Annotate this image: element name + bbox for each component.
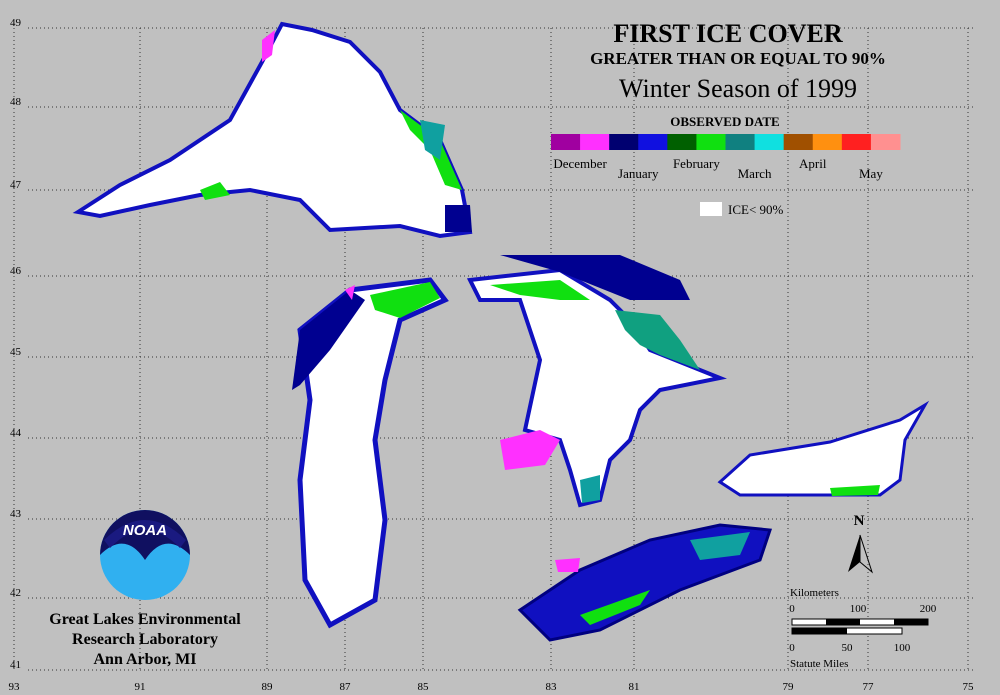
ice-patch xyxy=(292,290,365,390)
ice-patch xyxy=(370,282,440,318)
ice-patch xyxy=(262,30,275,62)
longitude-label: 83 xyxy=(546,681,558,693)
ice-patch xyxy=(345,285,355,300)
mi-tick: 100 xyxy=(894,642,911,654)
ice-label: ICE< 90% xyxy=(728,202,784,217)
lake-michigan xyxy=(292,277,449,629)
legend-swatch xyxy=(870,134,901,150)
longitude-label: 85 xyxy=(418,681,430,693)
longitude-label: 75 xyxy=(963,681,975,693)
legend-swatch xyxy=(725,134,756,150)
longitude-label: 79 xyxy=(783,681,795,693)
legend-swatch xyxy=(812,134,843,150)
latitude-label: 43 xyxy=(10,508,22,520)
longitude-label: 77 xyxy=(863,681,875,693)
title: FIRST ICE COVER xyxy=(613,19,842,48)
legend-swatch xyxy=(754,134,785,150)
mi-tick: 50 xyxy=(842,642,854,654)
lake-superior xyxy=(72,21,473,239)
legend-month: May xyxy=(859,166,883,181)
legend-month: March xyxy=(738,166,772,181)
north-arrow: N xyxy=(848,513,874,574)
ice-patch xyxy=(445,205,472,232)
longitude-label: 89 xyxy=(262,681,274,693)
lake-huron xyxy=(466,255,727,508)
latitude-label: 41 xyxy=(10,659,21,671)
legend-month: January xyxy=(618,166,659,181)
ice-patch xyxy=(615,310,700,370)
legend-swatch xyxy=(783,134,814,150)
ice-patch xyxy=(500,255,690,300)
legend-month: April xyxy=(799,156,827,171)
latitude-label: 46 xyxy=(10,265,22,277)
ice-patch xyxy=(555,558,580,572)
ice-patch xyxy=(830,485,880,496)
noaa-logo: NOAA xyxy=(100,510,190,600)
latitude-label: 44 xyxy=(10,427,22,439)
lake-ontario xyxy=(717,400,930,497)
latitude-label: 48 xyxy=(10,96,22,108)
ice-patch xyxy=(200,182,230,200)
legend-swatch xyxy=(841,134,872,150)
km-tick: 100 xyxy=(850,603,867,615)
ice-patch xyxy=(580,475,600,503)
longitude-label: 91 xyxy=(135,681,146,693)
arrow-half xyxy=(859,534,874,574)
mi-title: Statute Miles xyxy=(790,658,848,670)
logo-text: NOAA xyxy=(123,522,167,539)
logo-top xyxy=(100,510,190,560)
arrow-half xyxy=(848,535,860,572)
logo-band xyxy=(104,520,186,548)
legend-swatch xyxy=(638,134,668,150)
legend-title: OBSERVED DATE xyxy=(670,114,779,129)
legend-swatch xyxy=(696,134,726,150)
ice-patch xyxy=(490,280,590,300)
scale-km xyxy=(894,619,928,625)
scale-bar: Kilometers 0 100 200 0 50 100 Statute Mi… xyxy=(789,587,937,670)
credit-line: Research Laboratory xyxy=(72,631,218,648)
credit-line: Great Lakes Environmental xyxy=(49,611,241,628)
latitude-label: 42 xyxy=(10,587,21,599)
scale-km xyxy=(826,619,860,625)
km-tick: 200 xyxy=(920,603,937,615)
ice-patch xyxy=(500,430,560,470)
ice-patch xyxy=(580,590,650,625)
lake-erie xyxy=(517,523,773,642)
ice-swatch xyxy=(700,202,722,216)
legend-swatch xyxy=(551,134,581,150)
credit-line: Ann Arbor, MI xyxy=(94,651,197,668)
ice-patch xyxy=(420,120,445,160)
latitude-label: 49 xyxy=(10,17,22,29)
longitude-label: 93 xyxy=(9,681,21,693)
lake-shape xyxy=(297,277,449,629)
longitude-label: 81 xyxy=(629,681,640,693)
north-label: N xyxy=(854,513,865,529)
km-title: Kilometers xyxy=(790,587,839,599)
season: Winter Season of 1999 xyxy=(619,74,857,103)
lake-shape xyxy=(717,400,930,497)
legend-swatch xyxy=(580,134,610,150)
longitude-label: 87 xyxy=(340,681,352,693)
legend-swatch xyxy=(667,134,697,150)
mi-tick: 0 xyxy=(789,642,795,654)
km-tick: 0 xyxy=(789,603,795,615)
legend: December January February March April May xyxy=(551,134,901,181)
latitude-label: 47 xyxy=(10,179,22,191)
latitude-label: 45 xyxy=(10,346,22,358)
scale-mi xyxy=(792,628,847,634)
ice-patch xyxy=(690,532,750,560)
subtitle: GREATER THAN OR EQUAL TO 90% xyxy=(590,49,886,68)
graticule: 49 48 47 46 45 44 43 42 41 93 91 89 87 85 83 81 79 77 75 xyxy=(9,17,975,693)
legend-swatch xyxy=(609,134,639,150)
legend-month: December xyxy=(553,156,607,171)
legend-month: February xyxy=(673,156,720,171)
